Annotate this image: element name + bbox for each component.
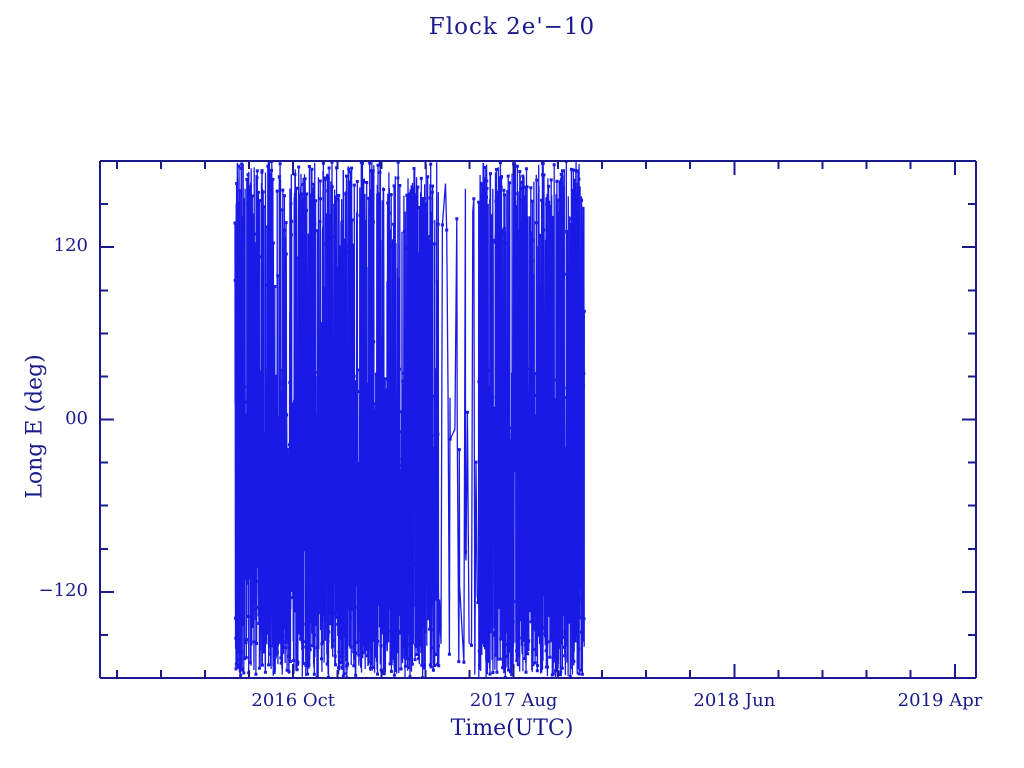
y-tick-label: 00 — [65, 407, 88, 429]
x-tick-label: 2017 Aug — [469, 690, 558, 711]
x-axis-title: Time(UTC) — [450, 716, 574, 741]
series-line — [234, 161, 585, 678]
x-tick-label: 2019 Apr — [897, 690, 983, 711]
series-markers — [233, 161, 586, 678]
axis-frame-layer — [99, 160, 977, 679]
x-tick-label: 2018 Jun — [693, 690, 776, 711]
x-tick-label: 2016 Oct — [251, 690, 335, 711]
chart-title: Flock 2e'−10 — [428, 14, 596, 40]
y-tick-label: 120 — [53, 235, 88, 257]
y-tick-label: −120 — [38, 579, 88, 601]
data-series-layer — [233, 161, 586, 678]
